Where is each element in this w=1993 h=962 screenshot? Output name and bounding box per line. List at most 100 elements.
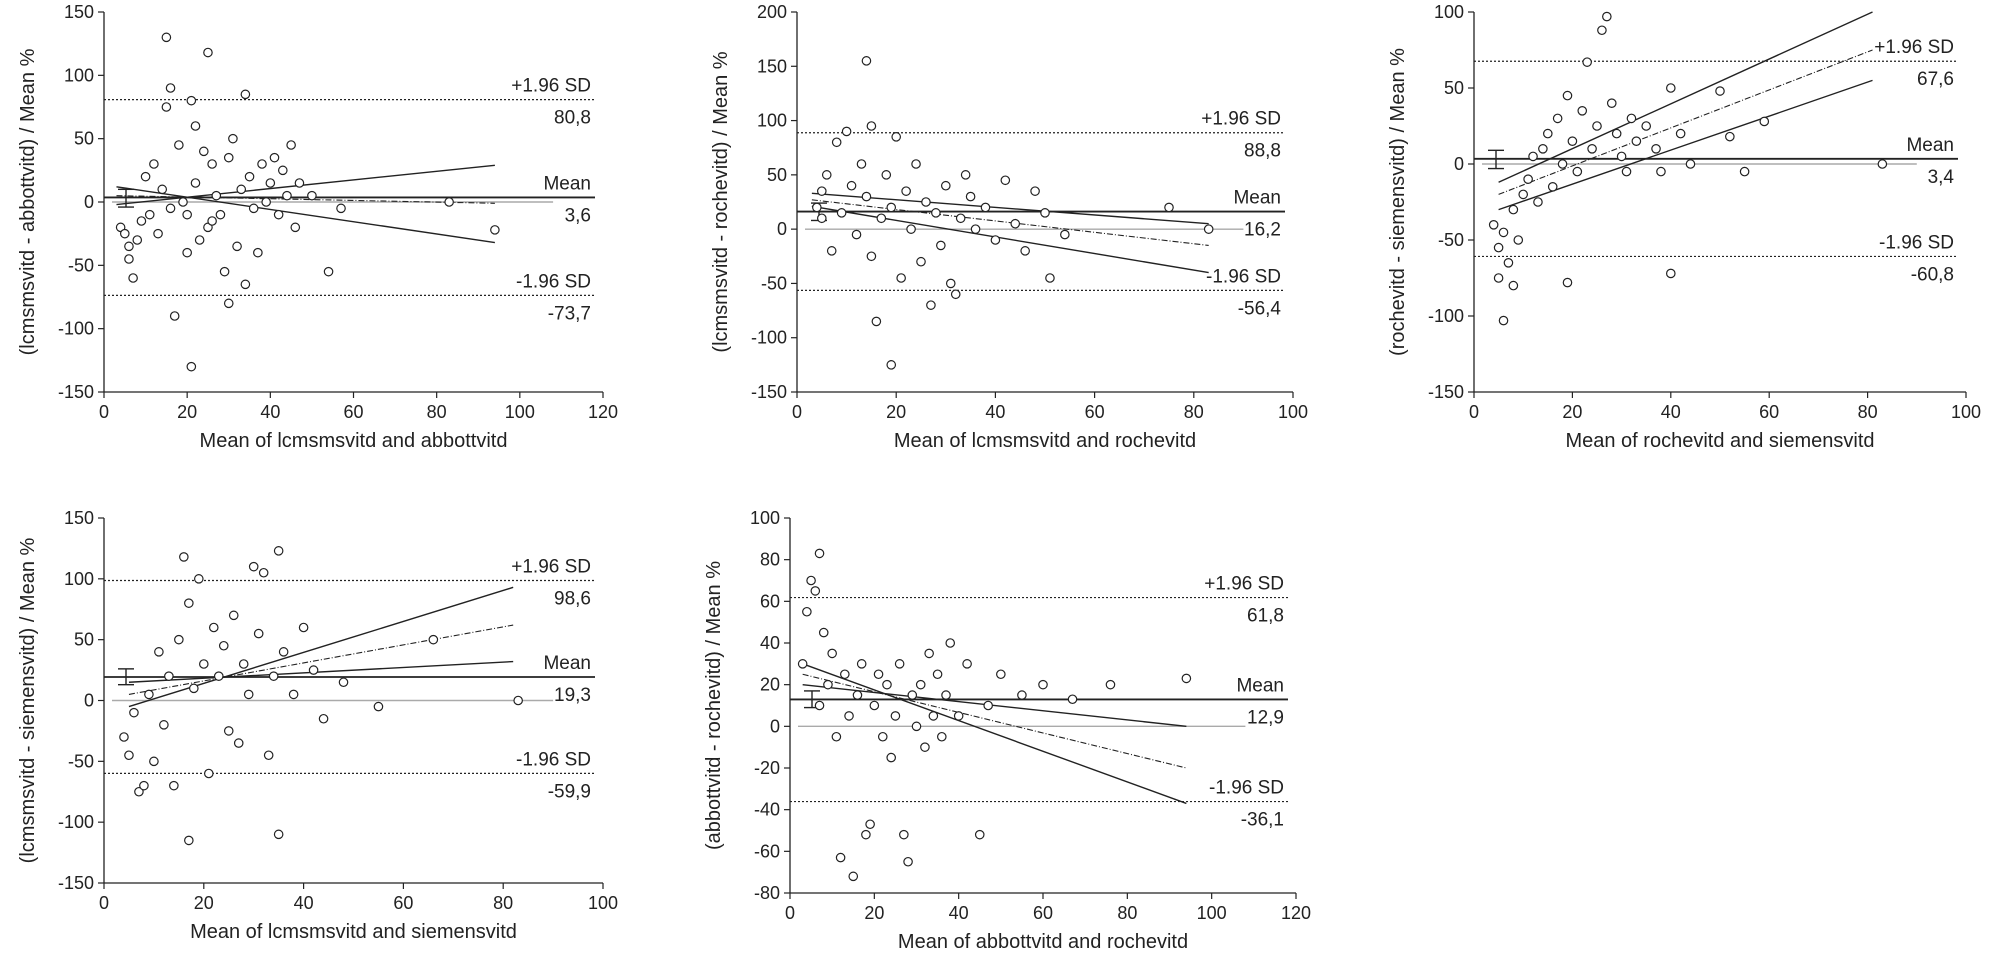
data-point (223, 726, 234, 736)
y-tick-label: 60 (760, 591, 780, 611)
data-point (1181, 673, 1192, 684)
data-point (1508, 204, 1519, 215)
x-tick-label: 120 (588, 402, 618, 422)
data-point (164, 671, 174, 681)
data-point (215, 209, 226, 220)
data-point (1508, 280, 1519, 291)
data-point (886, 752, 896, 763)
data-point (223, 152, 234, 163)
data-point (797, 659, 808, 669)
data-point (263, 750, 274, 761)
data-point (182, 247, 192, 258)
upper-loa-label: +1.96 SD (511, 557, 591, 578)
data-point (244, 171, 255, 182)
data-point (273, 546, 284, 556)
data-point (336, 203, 346, 214)
data-point (928, 711, 939, 721)
upper-loa-value: 88,8 (1244, 141, 1281, 162)
x-tick-label: 20 (194, 893, 214, 913)
data-point (1498, 315, 1509, 326)
data-point (891, 132, 901, 142)
data-point (983, 700, 993, 711)
y-axis-label: (lcmsmsvitd - abbottvitd) / Mean % (17, 48, 39, 355)
regression-line (1498, 49, 1873, 195)
data-point (950, 289, 961, 300)
data-point (1203, 224, 1214, 234)
data-point (286, 140, 296, 150)
data-point (157, 184, 168, 195)
y-axis-label: (abbottvitd - rochevitd) / Mean % (703, 561, 725, 850)
x-tick-label: 80 (1117, 903, 1137, 923)
data-point (836, 208, 847, 218)
y-tick-label: 0 (1454, 154, 1464, 174)
data-point (165, 83, 176, 93)
data-point (1552, 113, 1563, 124)
y-tick-label: 50 (74, 129, 94, 149)
regression-ci-line (811, 205, 1209, 274)
data-point (134, 786, 144, 797)
data-point (119, 732, 129, 742)
data-point (258, 567, 269, 578)
lower-loa-value: -59,9 (548, 781, 591, 802)
y-tick-label: -60 (754, 841, 780, 861)
data-point (903, 856, 913, 867)
data-point (823, 679, 833, 690)
data-point (960, 170, 971, 180)
data-point (182, 209, 192, 220)
x-axis-label: Mean of rochevitd and siemensvitd (1565, 430, 1874, 452)
data-point (835, 852, 846, 863)
data-point (1592, 121, 1602, 131)
data-point (802, 606, 812, 617)
y-tick-label: 50 (74, 630, 94, 650)
data-point (1493, 273, 1504, 283)
data-point (901, 186, 911, 196)
mean-label: Mean (543, 173, 591, 194)
x-tick-label: 60 (1033, 903, 1053, 923)
y-tick-label: -150 (1428, 382, 1464, 402)
data-point (186, 95, 197, 106)
data-point (208, 622, 219, 633)
y-tick-label: -100 (58, 319, 94, 339)
data-point (253, 247, 263, 258)
y-tick-label: -100 (1428, 306, 1464, 326)
data-point (974, 829, 985, 840)
data-point (338, 677, 349, 688)
data-point (1587, 144, 1597, 154)
data-point (236, 184, 247, 195)
data-point (265, 178, 276, 188)
data-point (814, 700, 825, 711)
x-tick-label: 100 (1951, 402, 1981, 422)
data-point (827, 648, 837, 659)
data-point (207, 216, 217, 226)
data-point (861, 829, 871, 840)
data-point (282, 190, 292, 201)
x-tick-label: 100 (588, 893, 618, 913)
x-axis-label: Mean of lcmsmsvitd and rochevitd (894, 430, 1196, 452)
data-point (941, 690, 951, 700)
x-tick-label: 40 (1661, 402, 1681, 422)
data-point (203, 47, 213, 58)
y-tick-label: 100 (64, 569, 94, 589)
data-point (945, 278, 956, 289)
lower-loa-value: -73,7 (548, 303, 591, 324)
upper-loa-label: +1.96 SD (1201, 109, 1281, 130)
y-tick-label: -100 (751, 328, 787, 348)
x-tick-label: 80 (493, 893, 513, 913)
data-point (1641, 121, 1651, 131)
data-point (233, 738, 244, 748)
data-point (159, 720, 169, 730)
upper-loa-value: 98,6 (554, 589, 591, 610)
data-point (189, 683, 199, 694)
data-point (1725, 131, 1735, 142)
y-tick-label: 0 (84, 691, 94, 711)
data-point (373, 701, 384, 712)
data-point (970, 224, 981, 234)
y-tick-label: 150 (64, 2, 94, 22)
data-point (894, 659, 905, 669)
data-point (132, 235, 143, 245)
data-point (218, 640, 229, 651)
data-point (186, 361, 197, 372)
data-point (1759, 116, 1770, 127)
data-point (178, 197, 188, 207)
data-point (916, 256, 926, 267)
